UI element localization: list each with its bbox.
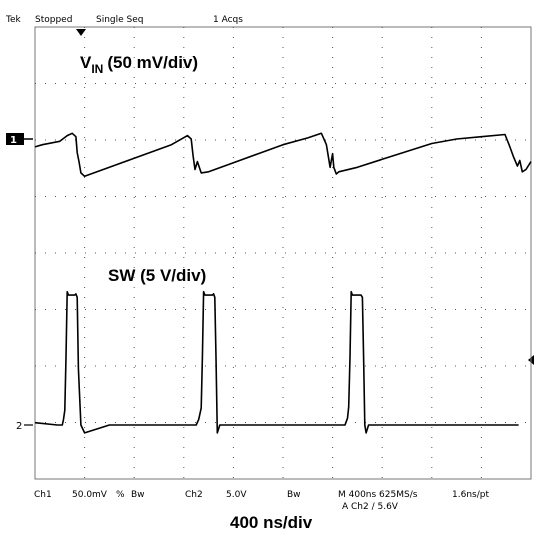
ch1-scale: 50.0mV (72, 490, 108, 500)
sample-interval: 1.6ns/pt (452, 490, 489, 500)
acquisition-mode: Single Seq (96, 15, 144, 25)
trigger-readout: A Ch2 ∕ 5.6V (342, 502, 399, 512)
brand-label: Tek (5, 15, 22, 25)
horizontal-readout: M 400ns 625MS/s (338, 490, 418, 500)
ch1-bandwidth: Bw (131, 490, 145, 500)
vin-annotation: VIN (50 mV/div) (80, 53, 198, 76)
ch1-ground-marker: 1 (6, 133, 33, 146)
trigger-position-marker (76, 29, 86, 36)
acquisition-state: Stopped (35, 15, 72, 25)
sw-trace (34, 290, 519, 434)
sw-annotation: SW (5 V/div) (108, 266, 206, 285)
ch1-label: Ch1 (34, 490, 52, 500)
ch2-bandwidth: Bw (287, 490, 301, 500)
ch2-ground-marker: 2 (16, 421, 33, 432)
vin-trace (34, 132, 532, 178)
ch2-label: Ch2 (185, 490, 203, 500)
timebase-annotation: 400 ns/div (230, 513, 313, 532)
acquisition-count: 1 Acqs (213, 15, 243, 25)
ch1-coupling-icon: % (116, 490, 125, 500)
ch1-marker-label: 1 (10, 135, 17, 146)
graticule-frame (34, 26, 532, 480)
ch2-scale: 5.0V (226, 490, 247, 500)
graticule-grid (35, 27, 531, 479)
ch2-marker-label: 2 (16, 421, 22, 432)
